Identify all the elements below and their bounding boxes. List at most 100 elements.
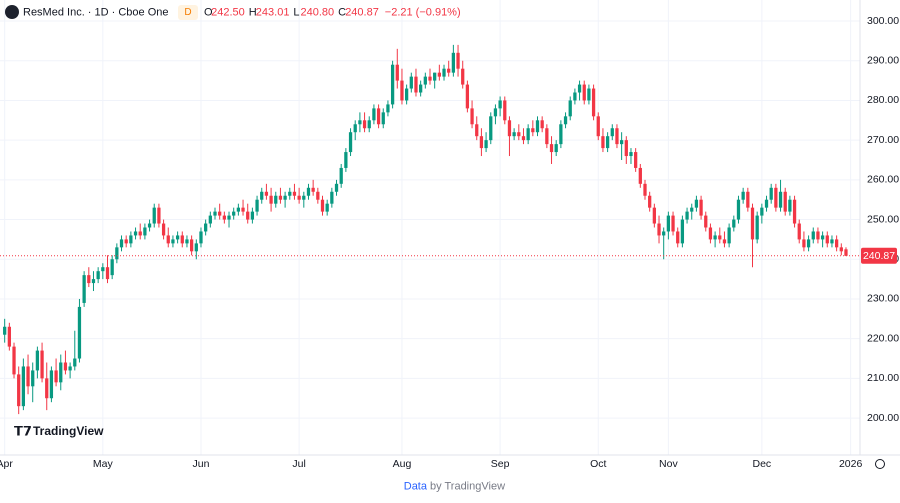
candle-body xyxy=(844,249,848,256)
candle-body xyxy=(820,235,825,240)
y-tick-label: 280.00 xyxy=(867,94,899,106)
candle-body xyxy=(77,306,82,359)
watermark[interactable]: TradingView xyxy=(33,424,104,438)
candle-body xyxy=(241,207,245,212)
settings-icon[interactable] xyxy=(875,459,885,469)
candle-body xyxy=(26,366,30,387)
candle-body xyxy=(582,84,586,101)
candle-body xyxy=(339,167,343,184)
candle-body xyxy=(325,203,329,212)
candle-body xyxy=(110,259,114,276)
candle-body xyxy=(755,215,759,240)
candle-body xyxy=(274,195,278,204)
candle-body xyxy=(521,136,526,141)
candle-body xyxy=(648,195,652,208)
candle-body xyxy=(825,235,829,244)
candle-body xyxy=(278,195,283,200)
candle-body xyxy=(40,350,44,379)
chart-title[interactable]: ResMed Inc. · 1D · Cboe One xyxy=(23,6,169,18)
x-tick-label: Apr xyxy=(0,458,13,470)
footer-text: by TradingView xyxy=(430,480,505,492)
candle-body xyxy=(591,88,596,117)
candle-body xyxy=(629,152,633,157)
candle-body xyxy=(545,128,549,145)
x-tick-label: May xyxy=(93,458,114,470)
candle-body xyxy=(685,211,689,220)
candle-body xyxy=(839,247,843,252)
ohlc-value: 242.50 xyxy=(211,6,245,18)
candle-body xyxy=(662,231,666,236)
candle-body xyxy=(283,195,287,200)
candle-body xyxy=(260,191,264,200)
candle-body xyxy=(199,231,203,244)
candle-body xyxy=(157,207,161,224)
candle-body xyxy=(657,223,661,236)
candle-body xyxy=(475,124,479,137)
x-tick-label: Jul xyxy=(292,458,305,470)
candle-body xyxy=(680,219,685,244)
candle-body xyxy=(816,231,820,240)
candle-body xyxy=(470,108,474,125)
candle-body xyxy=(503,100,507,121)
candle-body xyxy=(535,120,540,133)
candle-body xyxy=(49,370,54,399)
x-tick-label: Dec xyxy=(753,458,772,470)
candle-body xyxy=(549,144,554,153)
candle-body xyxy=(531,128,535,133)
candle-body xyxy=(666,215,671,232)
candle-body xyxy=(390,64,395,105)
footer-link[interactable]: Data xyxy=(404,480,428,492)
ohlc-value: 240.80 xyxy=(301,6,335,18)
candle-body xyxy=(722,239,727,244)
watermark-logo: 𝗧𝟳 xyxy=(14,423,32,438)
candle-body xyxy=(484,140,488,149)
candle-body xyxy=(87,275,91,284)
candle-body xyxy=(797,223,801,240)
ohlc-value: 243.01 xyxy=(256,6,290,18)
candle-body xyxy=(353,124,357,133)
candle-body xyxy=(147,223,152,228)
candle-body xyxy=(764,199,769,208)
candle-body xyxy=(746,191,750,208)
candle-body xyxy=(400,80,404,101)
symbol-icon xyxy=(5,5,19,19)
candle-body xyxy=(161,223,166,236)
candle-body xyxy=(577,84,582,93)
candle-body xyxy=(59,362,63,383)
y-tick-label: 290.00 xyxy=(867,55,899,67)
candle-body xyxy=(718,235,722,240)
x-tick-label: Oct xyxy=(590,458,606,470)
candle-body xyxy=(12,346,16,375)
candle-body xyxy=(189,239,194,252)
ohlc-key: O xyxy=(204,6,213,18)
candle-body xyxy=(320,199,325,212)
candle-body xyxy=(17,374,21,407)
ohlc-value: 240.87 xyxy=(345,6,379,18)
candle-body xyxy=(713,235,717,240)
candle-body xyxy=(634,152,638,168)
candle-body xyxy=(54,370,58,383)
candle-body xyxy=(676,231,680,244)
candle-body xyxy=(498,100,502,109)
candle-body xyxy=(236,207,241,212)
candle-body xyxy=(330,191,334,204)
candle-body xyxy=(143,227,147,236)
y-tick-label: 250.00 xyxy=(867,213,899,225)
candle-body xyxy=(376,108,381,125)
candle-body xyxy=(596,116,600,137)
candle-body xyxy=(788,199,792,212)
candle-body xyxy=(175,235,180,240)
candle-body xyxy=(587,88,591,101)
candle-body xyxy=(21,366,26,407)
candle-body xyxy=(517,132,521,137)
candle-body xyxy=(704,215,708,228)
candle-body xyxy=(213,211,217,216)
candle-body xyxy=(741,191,745,200)
candle-body xyxy=(334,183,339,192)
candle-body xyxy=(442,68,446,77)
candle-body xyxy=(493,108,498,117)
candle-body xyxy=(671,215,675,232)
candle-body xyxy=(465,84,470,109)
y-tick-label: 210.00 xyxy=(867,372,899,384)
